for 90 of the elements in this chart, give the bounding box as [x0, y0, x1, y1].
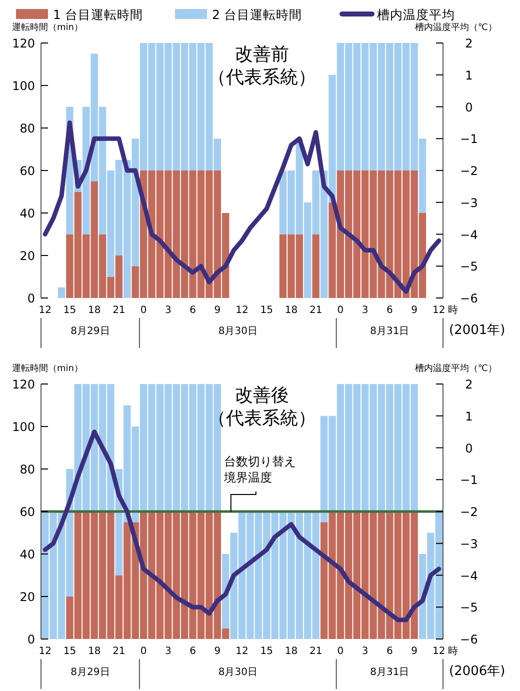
- y-tick-label: 40: [20, 548, 35, 562]
- x-tick-label: 9: [411, 646, 418, 657]
- x-tick-label: 3: [164, 305, 172, 316]
- x-tick-label: 9: [214, 646, 221, 657]
- y-tick-label: 80: [20, 462, 35, 476]
- text: 8月30日: [218, 667, 258, 678]
- y2-tick-label: −4: [460, 228, 478, 242]
- y2-tick-label: −1: [460, 132, 478, 146]
- text: 8月29日: [70, 667, 110, 678]
- text: （代表系統）: [208, 67, 316, 88]
- y2-tick-label: −4: [460, 568, 478, 583]
- x-tick-label: 21: [112, 646, 126, 657]
- y2-tick-label: −5: [460, 600, 478, 615]
- y-axis-title: 運転時間（min）: [12, 363, 83, 374]
- y2-tick-label: −6: [460, 632, 478, 646]
- x-tick-label: 0: [337, 646, 344, 657]
- x-axis-title: 時: [448, 304, 458, 316]
- y2-tick-label: 2: [465, 36, 473, 50]
- x-tick-label: 18: [88, 646, 101, 657]
- y-tick-label: 40: [20, 206, 35, 220]
- y-tick-label: 60: [20, 164, 35, 178]
- x-axis-title: 時: [448, 645, 458, 657]
- y2-tick-label: −3: [460, 196, 478, 210]
- y2-tick-label: −5: [460, 260, 478, 274]
- y2-axis-title: 槽内温度平均（℃）: [414, 22, 497, 33]
- x-tick-label: 6: [190, 646, 196, 657]
- text: (2006年): [449, 664, 506, 679]
- x-tick-label: 12: [38, 646, 52, 657]
- y2-tick-label: 0: [465, 100, 473, 114]
- bar: [58, 287, 66, 298]
- text: 8月31日: [370, 326, 410, 337]
- text: 8月30日: [218, 326, 258, 337]
- y2-tick-label: 2: [465, 378, 473, 392]
- y2-tick-label: −1: [460, 473, 478, 488]
- x-tick-label: 18: [88, 305, 101, 316]
- x-tick-label: 12: [432, 646, 446, 657]
- text: (2001年): [449, 323, 506, 338]
- y-axis-title: 運転時間（min）: [12, 22, 83, 33]
- x-tick-label: 12: [236, 305, 248, 316]
- y2-axis-title: 槽内温度平均（℃）: [414, 363, 497, 374]
- x-tick-label: 18: [284, 646, 298, 657]
- x-tick-label: 21: [112, 305, 126, 316]
- y2-tick-label: −6: [460, 292, 478, 306]
- x-tick-label: 3: [362, 305, 368, 316]
- x-tick-label: 18: [284, 305, 298, 316]
- y2-tick-label: 1: [465, 409, 473, 424]
- y2-tick-label: 0: [465, 441, 473, 456]
- x-tick-label: 3: [164, 646, 172, 657]
- y-tick-label: 20: [20, 590, 35, 604]
- x-tick-label: 0: [140, 646, 147, 657]
- y-tick-label: 100: [12, 420, 35, 434]
- y-tick-label: 20: [20, 249, 35, 263]
- chart-title: 改善前: [235, 44, 289, 65]
- y-tick-label: 60: [20, 505, 35, 519]
- x-tick-label: 6: [386, 305, 393, 316]
- text: 8月31日: [370, 667, 410, 678]
- legend-label: 槽内温度平均: [377, 7, 455, 22]
- x-tick-label: 9: [214, 305, 221, 316]
- x-tick-label: 6: [386, 646, 393, 657]
- x-tick-label: 15: [63, 646, 76, 657]
- ref-line-label: 台数切り替え境界温度: [222, 454, 296, 484]
- text: 8月29日: [70, 326, 110, 337]
- y-tick-label: 120: [12, 36, 35, 50]
- y2-tick-label: −2: [460, 164, 478, 178]
- x-tick-label: 12: [236, 646, 248, 657]
- x-tick-label: 15: [260, 305, 273, 316]
- x-tick-label: 12: [432, 305, 446, 316]
- x-tick-label: 9: [411, 305, 418, 316]
- x-tick-label: 21: [309, 305, 322, 316]
- y-tick-label: 100: [12, 79, 35, 93]
- x-tick-label: 6: [190, 305, 196, 316]
- y2-tick-label: −3: [460, 536, 478, 551]
- y-tick-label: 0: [27, 632, 35, 646]
- y-tick-label: 0: [27, 292, 35, 306]
- x-tick-label: 0: [337, 305, 344, 316]
- x-tick-label: 15: [260, 646, 273, 657]
- text: （代表系統）: [208, 408, 316, 429]
- y-tick-label: 80: [20, 122, 35, 136]
- legend-label: 1 台目運転時間: [53, 7, 143, 22]
- y-tick-label: 120: [12, 378, 35, 392]
- x-tick-label: 15: [63, 305, 76, 316]
- x-tick-label: 0: [140, 305, 147, 316]
- x-tick-label: 12: [38, 305, 52, 316]
- chart-title: 改善後: [235, 385, 289, 406]
- x-tick-label: 3: [362, 646, 368, 657]
- bar: [312, 234, 320, 298]
- y2-tick-label: 1: [465, 68, 473, 82]
- legend-label: 2 台目運転時間: [212, 7, 302, 22]
- x-tick-label: 21: [309, 646, 322, 657]
- y2-tick-label: −2: [460, 505, 478, 519]
